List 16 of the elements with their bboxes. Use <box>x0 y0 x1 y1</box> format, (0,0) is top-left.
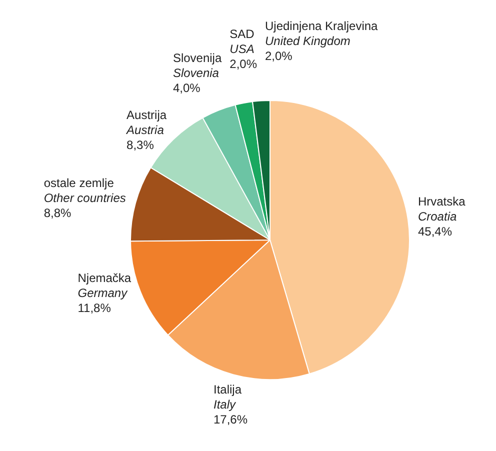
slice-label: ostale zemlje Other countries <box>44 176 126 206</box>
data-label: 8,8% <box>44 206 72 220</box>
slice-label: Slovenija Slovenia <box>172 50 222 80</box>
data-label: 2,0% <box>230 56 258 71</box>
slice-label: Austrija Austria <box>126 108 167 137</box>
data-label: 2,0% <box>265 48 293 63</box>
data-label: 4,0% <box>172 80 201 95</box>
data-label: 17,6% <box>214 412 248 427</box>
data-label: 11,8% <box>78 301 112 316</box>
slice-label: Ujedinjena Kraljevina United Kingdom <box>265 18 378 48</box>
slice-label: Hrvatska Croatia <box>418 194 466 224</box>
slice-label: Njemačka Germany <box>78 271 132 300</box>
data-label: 45,4% <box>418 224 452 238</box>
data-label: 8,3% <box>126 138 154 152</box>
slice-label: Italija Italy <box>214 382 242 412</box>
slice-label: SAD USA <box>230 26 255 56</box>
